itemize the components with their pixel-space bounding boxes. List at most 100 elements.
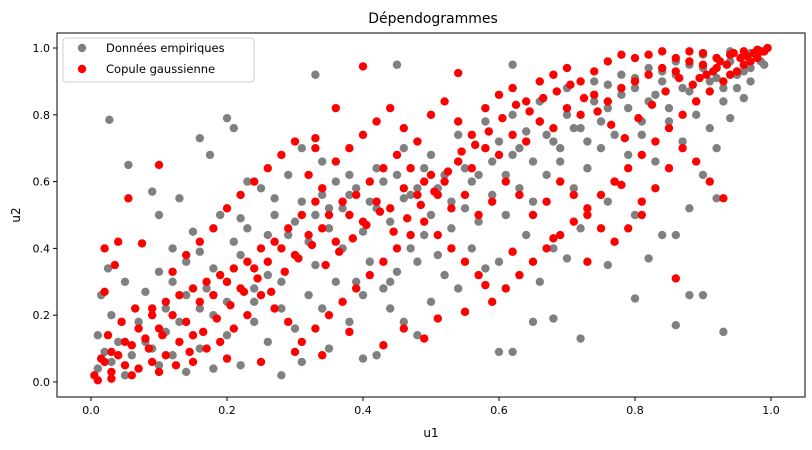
data-point — [562, 254, 572, 263]
data-point — [392, 150, 402, 160]
data-point — [338, 204, 347, 213]
data-point — [603, 260, 612, 270]
data-point — [379, 164, 388, 173]
data-point — [154, 361, 164, 370]
data-point — [739, 67, 748, 76]
data-point — [474, 270, 483, 280]
data-point — [637, 210, 646, 220]
data-point — [304, 290, 313, 300]
data-point — [90, 371, 99, 380]
data-point — [379, 177, 388, 186]
data-point — [202, 344, 211, 353]
data-point — [596, 144, 606, 153]
data-point — [522, 97, 531, 106]
data-point — [719, 194, 728, 203]
data-point — [678, 110, 687, 120]
data-point — [692, 110, 701, 120]
data-point — [471, 140, 480, 150]
data-point — [362, 220, 371, 230]
data-point — [345, 144, 354, 153]
data-point — [358, 227, 368, 236]
data-point — [216, 270, 225, 280]
data-point — [658, 63, 667, 73]
data-point — [304, 230, 313, 240]
data-point — [103, 264, 113, 273]
data-point — [229, 324, 238, 333]
data-point — [171, 361, 181, 370]
data-point — [141, 334, 150, 343]
data-point — [624, 150, 633, 160]
data-point — [114, 337, 123, 347]
legend-label-empirical: Données empiriques — [106, 41, 225, 55]
data-point — [345, 327, 354, 337]
data-point — [154, 267, 164, 276]
data-point — [253, 274, 262, 283]
data-point — [182, 257, 191, 266]
data-point — [743, 52, 752, 61]
data-point — [607, 120, 616, 130]
data-point — [297, 144, 306, 153]
data-point — [549, 234, 558, 243]
data-point — [182, 250, 191, 260]
points-layer — [90, 43, 772, 385]
data-point — [420, 334, 429, 343]
data-point — [467, 130, 476, 140]
y-tick-label: 0.6 — [33, 176, 51, 189]
data-point — [488, 297, 497, 307]
data-point — [698, 290, 708, 300]
data-point — [460, 257, 470, 266]
data-point — [250, 317, 259, 327]
data-point — [413, 137, 422, 146]
data-point — [440, 97, 449, 106]
data-point — [624, 164, 633, 173]
data-point — [154, 210, 164, 220]
data-point — [481, 264, 490, 273]
data-point — [549, 137, 558, 146]
data-point — [372, 117, 381, 126]
data-point — [457, 147, 466, 156]
data-point — [651, 184, 660, 193]
data-point — [345, 317, 354, 327]
data-point — [515, 144, 524, 153]
data-point — [199, 327, 208, 337]
data-point — [188, 284, 198, 293]
data-point — [498, 113, 507, 123]
data-point — [182, 290, 191, 300]
data-point — [284, 230, 293, 240]
data-point — [168, 351, 177, 360]
data-point — [535, 277, 544, 286]
data-point — [685, 204, 694, 213]
data-point — [447, 204, 456, 213]
data-point — [338, 197, 347, 206]
data-point — [488, 157, 497, 166]
data-point — [430, 187, 439, 196]
data-point — [148, 187, 157, 196]
data-point — [250, 284, 259, 293]
data-point — [494, 150, 504, 160]
data-point — [454, 117, 463, 126]
data-point — [110, 260, 120, 270]
data-point — [630, 77, 640, 86]
data-point — [297, 197, 306, 206]
x-tick-label: 0.2 — [218, 404, 236, 417]
data-point — [331, 157, 340, 166]
data-point — [658, 230, 667, 240]
data-point — [426, 150, 436, 160]
data-point — [583, 204, 592, 213]
data-point — [297, 357, 306, 367]
data-point — [148, 357, 157, 367]
data-point — [420, 177, 429, 186]
data-point — [556, 177, 565, 186]
data-point — [678, 137, 687, 146]
data-point — [620, 133, 629, 143]
data-point — [358, 290, 368, 300]
data-point — [284, 170, 293, 180]
data-point — [705, 123, 714, 133]
data-point — [671, 230, 680, 240]
y-axis-label: u2 — [9, 207, 23, 222]
data-point — [277, 244, 286, 253]
data-point — [664, 123, 674, 133]
data-point — [324, 210, 334, 220]
data-point — [318, 224, 327, 233]
data-point — [229, 123, 238, 133]
